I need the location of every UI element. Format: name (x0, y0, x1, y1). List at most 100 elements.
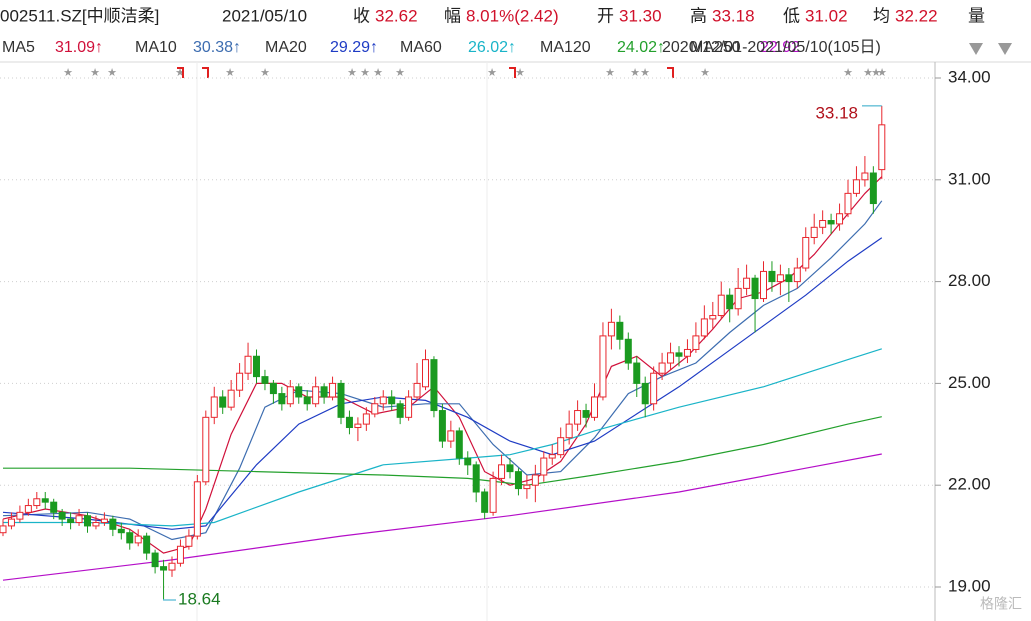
candle-body (810, 226, 818, 238)
candle-body (261, 376, 269, 384)
event-star: ★ (863, 67, 873, 79)
candle-body (430, 359, 438, 412)
high-label: 33.18 (815, 103, 858, 122)
legend-value: 31.09↑ (55, 39, 103, 56)
candle-body (472, 464, 480, 493)
candle-body (202, 416, 210, 483)
candle-body (33, 498, 41, 507)
candle-body (278, 393, 286, 405)
legend-value: 24.02↑ (617, 39, 665, 56)
candle-body (717, 294, 725, 317)
candle-body (861, 172, 869, 181)
candle-body (41, 498, 49, 503)
ma-line (2, 237, 883, 530)
legend-value: 29.29↑ (330, 39, 378, 56)
candle-body (67, 518, 75, 524)
event-star: ★ (260, 67, 270, 79)
event-star: ★ (347, 67, 357, 79)
candle-body (354, 423, 362, 429)
field-value: 32.62 (375, 6, 418, 25)
candle-body (438, 410, 446, 442)
candle-body (371, 403, 379, 415)
candle-body (793, 267, 801, 283)
field-value: 31.02 (805, 6, 848, 25)
candle-body (320, 386, 328, 398)
event-star: ★ (373, 67, 383, 79)
candle-body (303, 396, 311, 405)
field-label: 量 (968, 6, 985, 25)
event-star: ★ (107, 67, 117, 79)
legend-name: MA5 (2, 39, 35, 56)
event-flag (667, 67, 674, 78)
candle-body (168, 562, 176, 571)
candle-body (109, 518, 117, 530)
low-pointer (163, 599, 176, 601)
field-value: 32.22 (895, 6, 938, 25)
candle-body (531, 474, 539, 486)
candle-body (481, 491, 489, 513)
candle-body (151, 552, 159, 568)
legend-value: 26.02↑ (468, 39, 516, 56)
dropdown-icon[interactable] (998, 43, 1012, 55)
event-star: ★ (175, 67, 185, 79)
candle-body (751, 277, 759, 300)
candle-body (650, 372, 658, 405)
candle-body (134, 535, 142, 544)
candle-body (734, 287, 742, 310)
candle-body (802, 236, 810, 269)
field-label: 幅 (444, 6, 461, 25)
field-label: 低 (783, 6, 800, 25)
event-flag (509, 67, 516, 78)
candle-body (683, 348, 691, 357)
candle-body (143, 535, 151, 554)
event-star: ★ (515, 67, 525, 79)
candle-body (269, 382, 277, 395)
candle-body (498, 464, 506, 479)
y-tick-label: 22.00 (948, 475, 991, 494)
candle-body (760, 270, 767, 300)
candle-body (852, 179, 860, 194)
candle-body (236, 372, 244, 391)
candle-body (396, 403, 404, 418)
legend-value: 22.92 (760, 39, 800, 56)
candle-body (422, 359, 429, 388)
dropdown-icon[interactable] (969, 43, 983, 55)
y-tick-label: 34.00 (948, 67, 991, 86)
candle-body (675, 352, 683, 357)
candle-body (176, 545, 184, 564)
candle-body (405, 396, 413, 418)
event-star: ★ (63, 67, 73, 79)
field-label: 均 (873, 6, 890, 25)
range-label: 2020/12/01-2021/05/10(105日) (662, 39, 881, 56)
ma-line (2, 200, 883, 541)
legend-name: MA60 (400, 39, 442, 56)
candle-body (388, 396, 396, 405)
field-label: 收 (353, 6, 370, 25)
candle-body (379, 396, 387, 405)
event-star: ★ (700, 67, 710, 79)
candle-body (836, 213, 844, 225)
field-label: 高 (690, 6, 707, 25)
candle-body (193, 481, 201, 537)
marks: ★ ★ ★ ★ ★ ★ ★ ★ ★ ★ ★ ★ ★ ★ ★ ★ ★ ★★★ (63, 67, 887, 79)
candle-body (582, 410, 590, 418)
candle-body (658, 362, 666, 374)
candle-body (506, 464, 514, 473)
event-star: ★ (225, 67, 235, 79)
candle-body (219, 396, 227, 408)
candle-body (548, 454, 556, 459)
candle-body (413, 382, 421, 398)
candle-body (692, 335, 700, 350)
candle-body (447, 430, 455, 442)
candle-body (253, 355, 260, 378)
candle-body (7, 518, 15, 527)
candle-body (667, 352, 675, 364)
candle-body (210, 396, 218, 418)
candle-body (185, 535, 193, 547)
legend-name: MA120 (540, 39, 591, 56)
date: 2021/05/10 (222, 6, 307, 25)
candle-body (565, 423, 573, 439)
candle-body (24, 505, 32, 513)
candle-body (455, 430, 463, 459)
